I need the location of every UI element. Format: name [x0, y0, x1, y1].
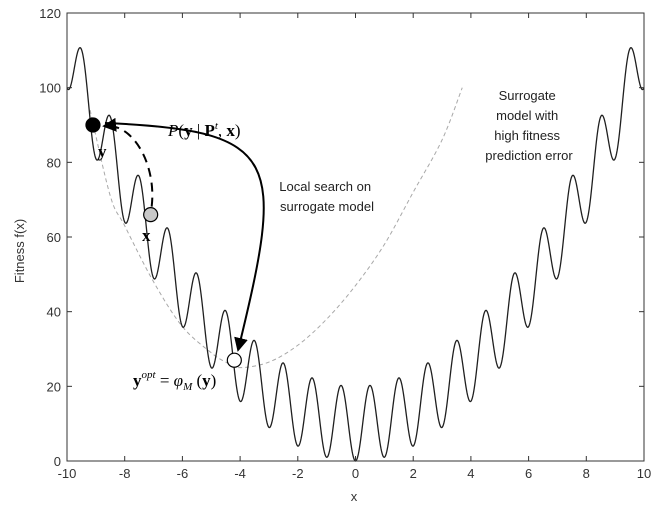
y-tick-label: 0 [54, 454, 61, 469]
formula-close-paren: ) [235, 121, 241, 140]
optimum-formula: yopt = φM (y) [133, 369, 216, 393]
x-tick-label: 4 [467, 466, 474, 481]
opt-formula-open: ( [192, 371, 202, 390]
x-tick-label: -4 [234, 466, 246, 481]
y-tick-label: 60 [47, 230, 61, 245]
x-tick-label: 8 [583, 466, 590, 481]
probability-arrow [102, 117, 154, 207]
formula-superscript-t: t [215, 120, 219, 132]
opt-formula-arg-y: y [202, 371, 211, 390]
formula-y: y [184, 121, 193, 140]
x-tick-label: 6 [525, 466, 532, 481]
x-tick-label: 0 [352, 466, 359, 481]
point-x [143, 207, 159, 223]
y-tick-label: 80 [47, 155, 61, 170]
surrogate-annotation-line: high fitness [494, 128, 560, 143]
formula-open-paren: ( [178, 121, 184, 140]
formula-P-bold: P [204, 121, 214, 140]
surrogate-annotation-line: prediction error [485, 148, 573, 163]
plot-frame [66, 12, 645, 462]
x-tick-label: 2 [410, 466, 417, 481]
x-tick-label: 10 [637, 466, 651, 481]
y-tick-label: 20 [47, 379, 61, 394]
opt-formula-close: ) [211, 371, 217, 390]
opt-formula-superscript: opt [142, 369, 157, 381]
point-y [85, 117, 101, 133]
y-tick-label: 120 [39, 6, 61, 21]
opt-formula-subscript: M [182, 381, 193, 393]
opt-formula-y: y [133, 371, 142, 390]
surrogate-annotation: Surrogate model with high fitness predic… [485, 88, 573, 163]
local-search-annotation-line: Local search on [279, 179, 371, 194]
point-label-y: y [98, 142, 107, 161]
formula-comma: , [218, 121, 227, 140]
surrogate-annotation-line: Surrogate [499, 88, 556, 103]
y-axis-label: Fitness f(x) [12, 219, 27, 283]
local-search-annotation: Local search on surrogate model [279, 179, 374, 214]
surrogate-curve [89, 87, 463, 369]
local-search-arrow [104, 122, 265, 352]
x-tick-label: -10 [58, 466, 77, 481]
x-tick-label: -2 [292, 466, 304, 481]
formula-P: P [167, 121, 178, 140]
point-label-x: x [142, 226, 151, 245]
x-tick-label: -6 [177, 466, 189, 481]
points-layer [85, 117, 242, 368]
formula-x: x [226, 121, 235, 140]
opt-formula-phi: φ [174, 371, 183, 390]
opt-formula-equals: = [156, 371, 174, 390]
x-axis-label: x [351, 489, 358, 504]
probability-formula: P(y | Pt, x) [167, 120, 241, 140]
formula-bar: | [193, 121, 205, 140]
surrogate-annotation-line: model with [496, 108, 558, 123]
surrogate-curve-layer [89, 87, 463, 369]
x-tick-label: -8 [119, 466, 131, 481]
local-search-annotation-line: surrogate model [280, 199, 374, 214]
y-tick-label: 100 [39, 81, 61, 96]
point-y-opt [226, 352, 242, 368]
y-tick-label: 40 [47, 305, 61, 320]
